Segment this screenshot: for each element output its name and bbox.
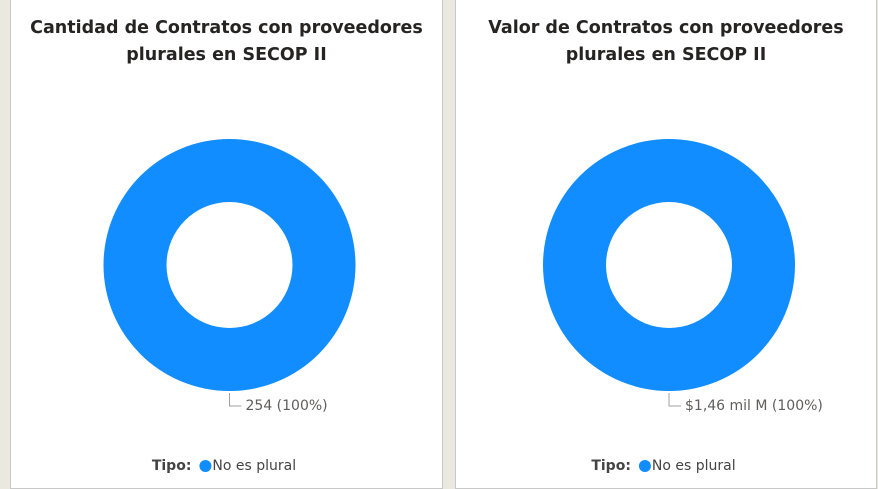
chart-panel: Valor de Contratos con proveedores plura… — [455, 0, 877, 489]
legend-label: No es plural — [652, 458, 736, 474]
legend-title: Tipo: — [591, 458, 631, 474]
data-label: $1,46 mil M (100%) — [685, 398, 823, 414]
legend-marker — [638, 460, 651, 472]
chart: 254 (100%) Tipo: No es plural — [103, 139, 356, 474]
chart-title: Cantidad de Contratos con proveedores pl… — [30, 18, 423, 65]
legend-label: No es plural — [212, 458, 296, 474]
data-label: 254 (100%) — [246, 398, 328, 414]
donut-slice — [543, 139, 795, 391]
donut-slice — [103, 139, 356, 391]
leader-line — [229, 393, 242, 407]
chart: $1,46 mil M (100%) Tipo: No es plural — [543, 139, 823, 474]
chart-title: Valor de Contratos con proveedores plura… — [488, 18, 844, 65]
chart-panel: Cantidad de Contratos con proveedores pl… — [10, 0, 443, 489]
leader-line — [668, 393, 681, 407]
legend-title: Tipo: — [152, 458, 192, 474]
legend-marker — [199, 460, 212, 472]
